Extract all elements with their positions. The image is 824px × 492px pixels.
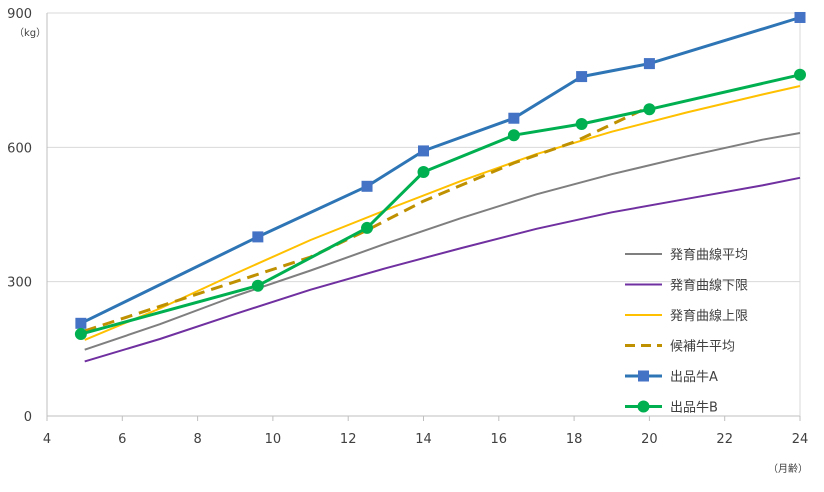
series-point-5 bbox=[417, 165, 430, 178]
y-unit-label: （kg） bbox=[14, 27, 46, 39]
x-tick-label: 20 bbox=[641, 432, 658, 447]
series-point-4 bbox=[361, 180, 373, 192]
x-tick-label: 10 bbox=[265, 432, 282, 447]
series-point-4 bbox=[794, 11, 806, 23]
legend-marker-4 bbox=[638, 370, 649, 382]
x-tick-label: 6 bbox=[118, 432, 126, 447]
y-tick-label: 600 bbox=[7, 141, 32, 156]
x-tick-label: 22 bbox=[716, 432, 733, 447]
series-point-4 bbox=[75, 317, 87, 329]
legend-label-2: 発育曲線上限 bbox=[670, 308, 748, 324]
y-tick-label: 0 bbox=[24, 410, 32, 425]
series-point-4 bbox=[252, 231, 264, 243]
y-tick-label: 900 bbox=[7, 7, 32, 22]
series-point-4 bbox=[576, 71, 588, 83]
x-tick-label: 14 bbox=[415, 432, 432, 447]
series-point-5 bbox=[575, 118, 588, 131]
series-point-5 bbox=[361, 221, 374, 234]
axes bbox=[46, 13, 801, 421]
x-tick-label: 4 bbox=[43, 432, 51, 447]
series-point-4 bbox=[418, 145, 429, 157]
series-point-5 bbox=[251, 279, 264, 292]
x-tick-label: 12 bbox=[340, 432, 357, 447]
x-unit-label: （月齢） bbox=[768, 462, 808, 475]
series-lines bbox=[74, 11, 806, 363]
series-point-4 bbox=[508, 112, 520, 124]
series-line-4 bbox=[80, 16, 801, 325]
legend-label-0: 発育曲線平均 bbox=[670, 247, 748, 263]
series-point-4 bbox=[643, 58, 655, 70]
series-point-5 bbox=[74, 328, 87, 341]
y-tick-label: 300 bbox=[7, 276, 32, 291]
legend-label-4: 出品牛A bbox=[670, 370, 718, 385]
series-line-1 bbox=[84, 176, 801, 363]
series-line-5 bbox=[80, 73, 801, 336]
series-point-5 bbox=[794, 68, 806, 81]
series-line-2 bbox=[84, 85, 801, 341]
x-tick-label: 18 bbox=[566, 432, 583, 447]
series-point-5 bbox=[643, 103, 656, 116]
x-tick-label: 8 bbox=[193, 432, 201, 447]
x-tick-label: 24 bbox=[792, 432, 809, 447]
legend-marker-5 bbox=[637, 400, 650, 413]
x-tick-label: 16 bbox=[491, 432, 508, 447]
legend-label-3: 候補牛平均 bbox=[670, 340, 735, 355]
tick-labels: 0 300 600 900 4 6 8 10 12 14 16 18 20 22 24 bbox=[7, 7, 808, 447]
series-line-0 bbox=[84, 132, 801, 351]
legend-label-1: 発育曲線下限 bbox=[670, 278, 748, 294]
series-point-5 bbox=[507, 129, 520, 142]
series-line-3 bbox=[84, 108, 643, 333]
legend-label-5: 出品牛B bbox=[670, 401, 718, 416]
